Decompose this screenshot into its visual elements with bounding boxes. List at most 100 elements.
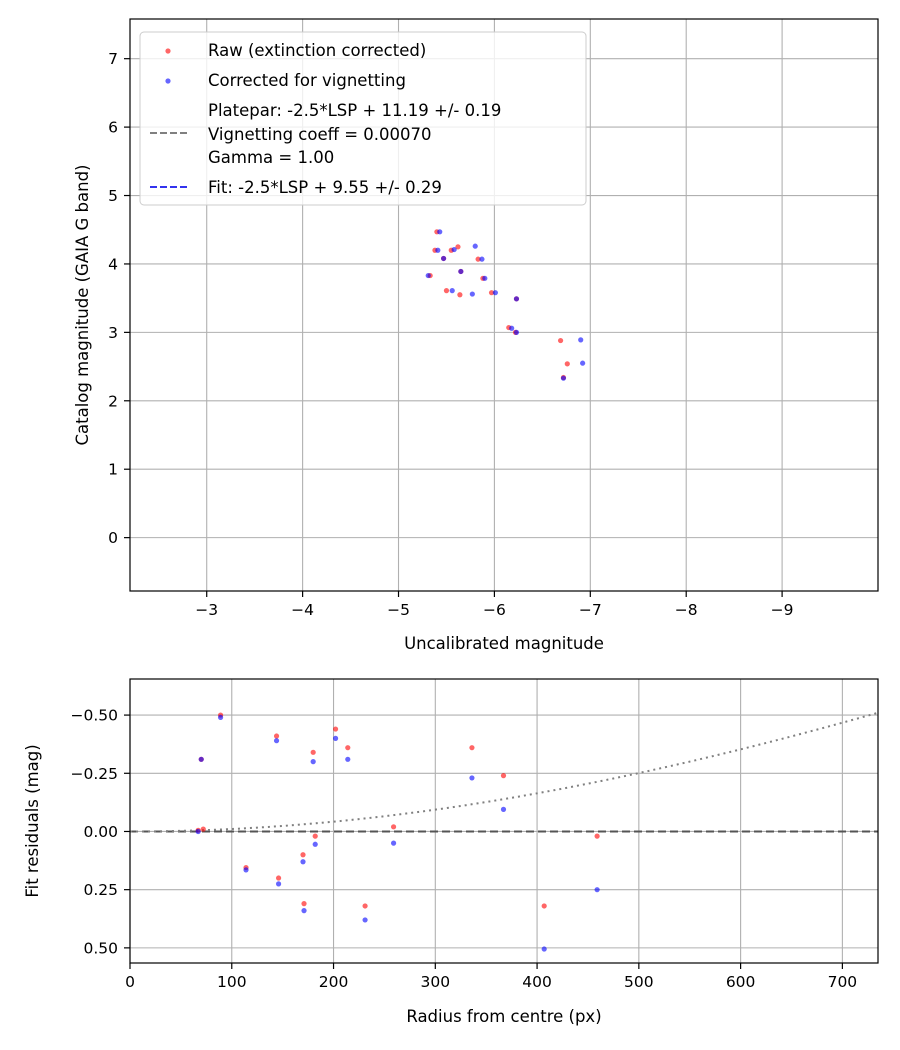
data-point	[458, 268, 464, 275]
data-point	[500, 773, 507, 779]
legend-raw-label: Raw (extinction corrected)	[208, 41, 426, 60]
x-tick-label: −8	[675, 601, 698, 619]
y-tick-label: 4	[108, 255, 118, 273]
data-point	[482, 275, 488, 281]
data-point	[273, 733, 280, 739]
y-tick-label: 3	[108, 324, 118, 342]
data-point	[469, 745, 475, 751]
data-point	[332, 735, 339, 741]
legend-corrected-marker	[165, 78, 171, 84]
data-point	[500, 806, 507, 812]
data-point	[390, 840, 397, 846]
data-point	[564, 361, 570, 367]
y-tick-label: 0.00	[83, 823, 118, 841]
data-point	[455, 244, 461, 250]
data-point	[195, 828, 201, 835]
y-tick-label: 1	[108, 461, 118, 479]
data-point	[541, 946, 547, 952]
data-point	[492, 290, 498, 296]
data-point	[390, 824, 397, 830]
data-point	[345, 745, 351, 751]
legend-box	[139, 31, 587, 206]
bottom-plot-frame	[129, 678, 879, 964]
data-point	[362, 903, 368, 909]
x-tick-label: −4	[291, 601, 314, 619]
data-point	[594, 833, 600, 839]
top-y-axis-label: Catalog magnitude (GAIA G band)	[73, 165, 92, 446]
bottom-x-ticks: 0 100 200 300 400 500 600 700	[125, 963, 857, 991]
data-point	[580, 360, 586, 366]
data-point	[273, 738, 280, 744]
bottom-grid	[129, 679, 878, 963]
data-point	[557, 337, 564, 344]
data-point	[475, 256, 481, 262]
data-point	[451, 246, 457, 253]
data-point	[488, 290, 495, 296]
data-point	[362, 917, 368, 923]
bottom-y-axis-label: Fit residuals (mag)	[23, 744, 42, 897]
x-tick-label: −9	[771, 601, 794, 619]
legend-gamma-label: Gamma = 1.00	[208, 148, 334, 167]
x-tick-label: −6	[483, 601, 506, 619]
x-tick-label: −7	[579, 601, 602, 619]
data-point	[578, 337, 584, 343]
top-x-ticks: −3 −4 −5 −6 −7 −8 −9	[195, 591, 794, 619]
legend-corrected-label: Corrected for vignetting	[208, 71, 406, 90]
vignetting-model-curve	[130, 711, 878, 833]
data-point	[513, 296, 520, 302]
bottom-y-ticks: 0.50 0.25 0.00 −0.25 −0.50	[71, 707, 130, 957]
data-point	[275, 875, 282, 881]
x-tick-label: 600	[726, 973, 756, 991]
x-tick-label: −3	[195, 601, 218, 619]
y-tick-label: 0.50	[83, 939, 118, 957]
top-x-axis-label: Uncalibrated magnitude	[404, 634, 604, 653]
data-point	[509, 325, 515, 331]
x-tick-label: −5	[387, 601, 410, 619]
y-tick-label: 5	[108, 187, 118, 205]
x-tick-label: 300	[421, 973, 451, 991]
top-y-ticks: 0 1 2 3 4 5 6 7	[108, 50, 130, 547]
x-tick-label: 0	[125, 973, 135, 991]
data-point	[443, 288, 450, 294]
y-tick-label: 0.25	[83, 881, 118, 899]
data-point	[440, 255, 447, 262]
data-point	[275, 881, 282, 887]
data-point	[345, 756, 351, 762]
data-point	[312, 833, 318, 839]
data-point	[200, 826, 206, 832]
data-point	[437, 229, 443, 235]
y-tick-label: −0.50	[71, 707, 119, 725]
data-point	[300, 859, 306, 865]
top-points	[425, 229, 586, 381]
data-point	[469, 775, 475, 781]
data-point	[560, 375, 567, 381]
x-tick-label: 100	[217, 973, 247, 991]
data-point	[312, 841, 318, 847]
data-point	[310, 749, 316, 755]
legend-raw-marker	[165, 48, 171, 54]
data-point	[457, 292, 463, 298]
data-point	[217, 714, 224, 721]
legend-vignetting-label: Vignetting coeff = 0.00070	[208, 125, 432, 144]
top-plot-frame	[129, 18, 879, 592]
data-point	[425, 272, 431, 279]
data-point	[301, 901, 307, 907]
data-point	[332, 726, 339, 732]
top-legend: Raw (extinction corrected) Corrected for…	[139, 31, 587, 206]
data-point	[472, 243, 478, 249]
bottom-lines	[130, 711, 878, 833]
y-tick-label: −0.25	[71, 765, 119, 783]
x-tick-label: 400	[522, 973, 552, 991]
data-point	[449, 288, 455, 294]
data-point	[479, 256, 485, 262]
data-point	[541, 903, 547, 909]
y-tick-label: 7	[108, 50, 118, 68]
chart-bottom: 0 100 200 300 400 500 600 700 0.50 0.25 0.00 −0.25…	[23, 678, 879, 1026]
data-point	[198, 756, 204, 762]
data-point	[594, 887, 600, 893]
data-point	[435, 247, 441, 253]
data-point	[310, 759, 316, 765]
y-tick-label: 0	[108, 529, 118, 547]
